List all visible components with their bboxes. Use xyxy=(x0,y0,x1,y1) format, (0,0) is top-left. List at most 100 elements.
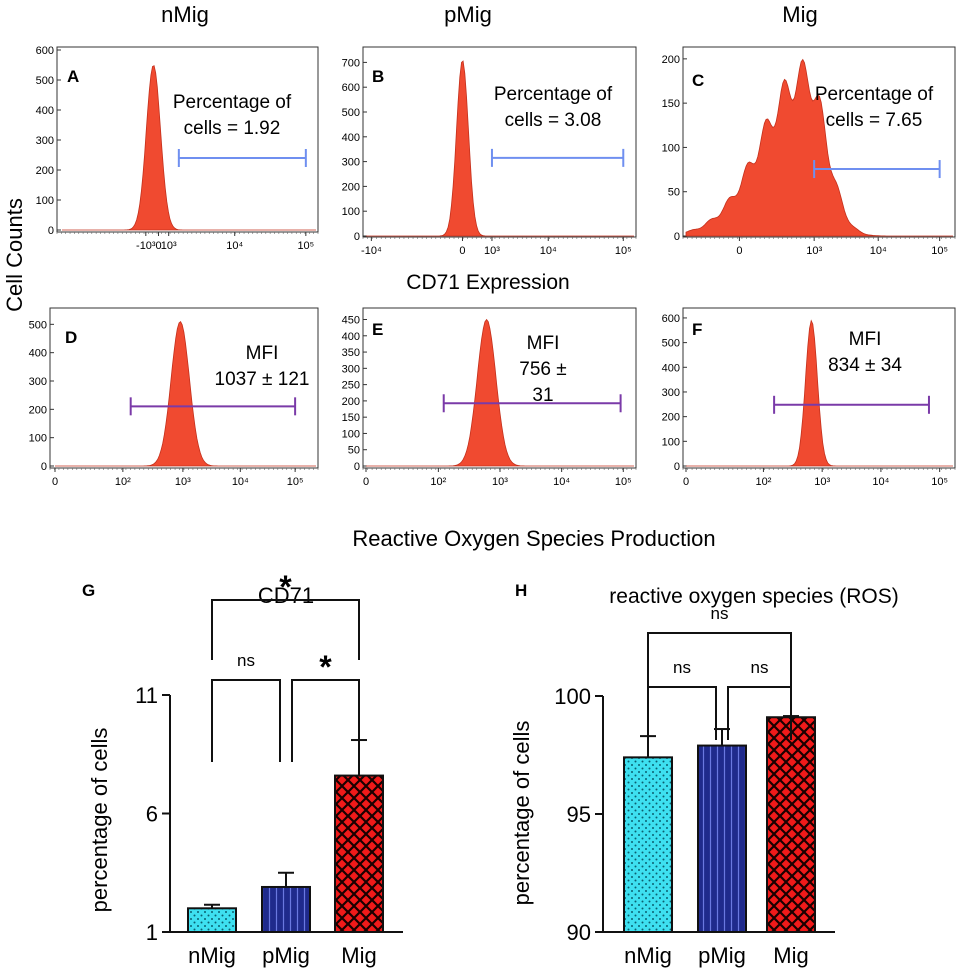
y-axis-label-cell-counts: Cell Counts xyxy=(2,198,27,312)
histogram-panel-e: 0 50 100 150 200 250 300 350 400 450 0 10² 10³ 10⁴ 10⁵… xyxy=(342,307,637,488)
y-tick-label: 200 xyxy=(662,412,680,424)
y-tick-label: 350 xyxy=(342,347,360,359)
x-tick-label: 10⁵ xyxy=(931,476,948,488)
x-tick-label: 10⁴ xyxy=(232,476,249,488)
annotation-text: MFI xyxy=(246,343,279,364)
x-tick-label: 10⁴ xyxy=(872,476,889,488)
significance-bracket xyxy=(647,632,792,694)
bar-pmig xyxy=(697,744,747,933)
y-tick-label: 200 xyxy=(662,54,680,66)
caption-ros-production: Reactive Oxygen Species Production xyxy=(352,526,715,551)
x-tick-label: 10⁴ xyxy=(553,476,570,488)
histogram-distribution xyxy=(55,320,316,467)
chart-title: reactive oxygen species (ROS) xyxy=(609,585,898,608)
y-tick-label: 400 xyxy=(342,132,360,144)
panel-letter: A xyxy=(67,67,79,86)
x-tick-label: 10⁴ xyxy=(226,240,243,252)
panel-letter: B xyxy=(372,67,384,86)
significance-bracket xyxy=(211,599,360,660)
x-tick-label: 10² xyxy=(755,476,771,488)
annotation-text: 834 ± 34 xyxy=(828,355,902,376)
annotation-text: 31 xyxy=(532,385,553,406)
y-tick-label: 450 xyxy=(342,315,360,327)
panel-letter: E xyxy=(372,320,383,339)
y-axis-label: percentage of cells xyxy=(509,721,534,906)
x-tick-label: 10⁵ xyxy=(297,240,314,252)
y-tick-label: 0 xyxy=(48,225,54,237)
x-tick-label: 10³ xyxy=(806,245,822,257)
caption-cd71-expression: CD71 Expression xyxy=(406,271,569,294)
y-tick-label: 11 xyxy=(135,683,158,708)
x-tick-label: 10³ xyxy=(484,245,500,257)
annotation-text: Percentage of xyxy=(173,92,292,113)
x-tick-label: 10² xyxy=(115,476,131,488)
annotation-text: MFI xyxy=(527,333,560,354)
y-tick-label: 300 xyxy=(29,376,47,388)
annotation-text: Percentage of xyxy=(494,84,613,105)
bar-nmig xyxy=(187,907,237,933)
histogram-distribution xyxy=(366,60,634,237)
x-tick-label: 0 xyxy=(363,476,369,488)
y-tick-label: 100 xyxy=(342,206,360,218)
x-tick-label: 10⁵ xyxy=(931,245,948,257)
bar-mig xyxy=(334,774,384,934)
y-tick-label: 6 xyxy=(146,802,158,827)
y-tick-label: 0 xyxy=(41,461,47,473)
panel-letter: H xyxy=(515,581,527,600)
y-tick-label: 150 xyxy=(342,412,360,424)
panel-frame xyxy=(362,46,637,238)
histogram-distribution xyxy=(686,319,953,467)
y-tick-label: 300 xyxy=(36,135,54,147)
y-tick-label: 100 xyxy=(662,436,680,448)
x-tick-label: 10² xyxy=(430,476,446,488)
y-tick-label: 0 xyxy=(354,461,360,473)
y-tick-label: 600 xyxy=(342,82,360,94)
y-tick-label: 400 xyxy=(662,362,680,374)
x-tick-label: Mig xyxy=(773,943,808,968)
significance-bracket xyxy=(211,679,281,762)
y-tick-label: 100 xyxy=(662,142,680,154)
x-tick-label: 0 xyxy=(683,476,689,488)
panel-letter: F xyxy=(692,320,702,339)
histogram-panel-d: 0 100 200 300 400 500 0 10² 10³ 10⁴ 10⁵ D MFI 1037 ± … xyxy=(29,307,319,488)
y-tick-label: 300 xyxy=(662,387,680,399)
y-tick-label: 200 xyxy=(342,181,360,193)
x-tick-label: pMig xyxy=(698,943,746,968)
annotation-text: cells = 1.92 xyxy=(184,118,281,139)
x-tick-label: 0 xyxy=(459,245,465,257)
y-tick-label: 200 xyxy=(36,165,54,177)
y-tick-label: 500 xyxy=(29,319,47,331)
x-tick-label: 10³ xyxy=(814,476,830,488)
annotation-text: 756 ± xyxy=(519,359,566,380)
y-tick-label: 100 xyxy=(554,684,591,709)
x-tick-label: 10³ xyxy=(161,240,177,252)
significance-label: * xyxy=(279,569,292,605)
annotation-text: 1037 ± 121 xyxy=(215,369,310,390)
histogram-panel-c: 0 50 100 150 200 0 10³ 10⁴ 10⁵ C Percentage of cell… xyxy=(662,46,956,257)
significance-bracket xyxy=(291,679,360,762)
histogram-distribution xyxy=(62,65,316,231)
x-tick-label: 10⁵ xyxy=(287,476,304,488)
chart-title: CD71 xyxy=(258,583,314,608)
y-tick-label: 400 xyxy=(342,331,360,343)
x-tick-label: 10⁴ xyxy=(540,245,557,257)
y-tick-label: 95 xyxy=(567,802,591,827)
histogram-distribution xyxy=(685,58,953,237)
y-tick-label: 600 xyxy=(662,313,680,325)
x-tick-label: nMig xyxy=(188,943,236,968)
histogram-panel-f: 0 100 200 300 400 500 600 0 10² 10³ 10⁴ 10⁵ F MFI 834 … xyxy=(662,307,956,488)
y-tick-label: 90 xyxy=(567,920,591,945)
panel-letter: D xyxy=(65,328,77,347)
significance-bracket xyxy=(647,686,717,740)
x-tick-label: -10⁴ xyxy=(361,245,382,257)
panel-letter: C xyxy=(692,71,704,90)
y-tick-label: 100 xyxy=(29,433,47,445)
histogram-distribution xyxy=(366,318,634,467)
x-tick-label: 10³ xyxy=(492,476,508,488)
y-tick-label: 500 xyxy=(36,75,54,87)
x-tick-label: Mig xyxy=(341,943,376,968)
y-tick-label: 100 xyxy=(36,195,54,207)
